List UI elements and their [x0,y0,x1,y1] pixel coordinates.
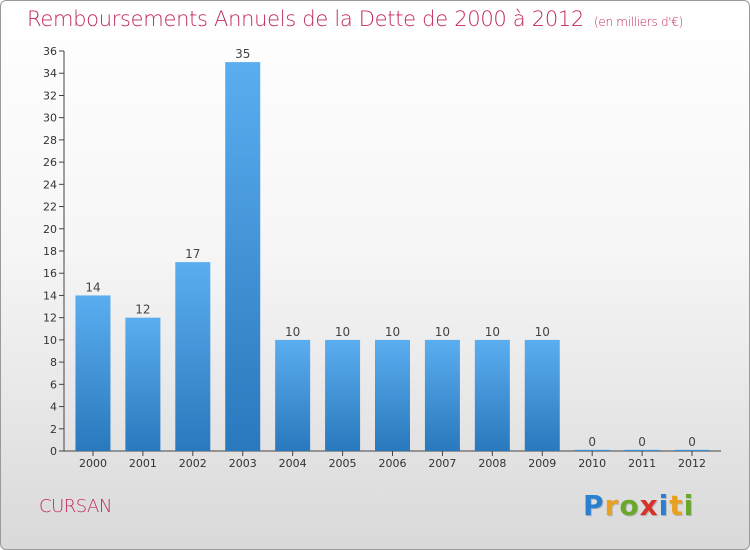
data-label: 0 [688,435,696,449]
data-label: 14 [85,280,100,294]
bar [125,317,161,451]
y-tick-label: 20 [43,223,57,236]
x-tick-label: 2000 [79,457,107,470]
x-tick-label: 2009 [528,457,556,470]
bar [225,62,261,451]
bars: 14 12 17 35 10 10 10 10 10 10 0 0 0 [75,47,710,451]
y-tick-label: 26 [43,156,57,169]
x-tick-label: 2008 [478,457,506,470]
bar [375,339,410,451]
y-tick-label: 4 [50,401,57,414]
logo-letter: o [619,489,640,522]
y-tick-label: 12 [43,312,57,325]
bar [325,339,361,451]
x-tick-label: 2006 [379,457,407,470]
data-label: 10 [435,325,450,339]
y-tick-label: 22 [43,201,57,214]
y-tick-label: 32 [43,89,57,102]
logo-letter: x [639,489,659,522]
x-tick-label: 2003 [229,457,257,470]
x-tick-label: 2005 [329,457,357,470]
data-label: 17 [185,247,200,261]
x-tick-label: 2012 [678,457,706,470]
y-tick-label: 14 [43,289,57,302]
y-tick-label: 10 [43,334,57,347]
data-label: 10 [285,325,300,339]
logo-letter: i [658,489,670,522]
proxiti-logo[interactable]: Proxiti [583,489,694,522]
chart-title: Remboursements Annuels de la Dette de 20… [27,7,683,31]
x-tick-label: 2010 [578,457,606,470]
logo-letter: P [583,489,605,522]
x-tick-label: 2007 [428,457,456,470]
data-label: 35 [235,47,250,61]
bar [624,449,660,451]
bar [175,262,211,451]
data-label: 10 [385,325,400,339]
y-tick-label: 8 [50,356,57,369]
y-tick-label: 24 [43,178,57,191]
y-tick-label: 30 [43,112,57,125]
logo-letter: i [683,489,695,522]
y-tick-label: 34 [43,67,57,80]
y-tick-label: 16 [43,267,57,280]
data-label: 10 [535,325,550,339]
bar [574,449,610,451]
logo-letter: r [604,489,620,522]
y-tick-label: 6 [50,378,57,391]
y-tick-label: 18 [43,245,57,258]
bar [275,339,311,451]
logo-letter: t [669,489,684,522]
bar [424,339,460,451]
x-tick-label: 2001 [129,457,157,470]
data-label: 12 [135,303,150,317]
x-tick-label: 2002 [179,457,207,470]
chart-subtitle: (en milliers d'€) [594,15,684,29]
y-tick-label: 0 [50,445,57,458]
data-label: 0 [638,435,646,449]
bar [474,339,510,451]
x-tick-label: 2004 [279,457,307,470]
data-label: 0 [588,435,596,449]
x-tick-label: 2011 [628,457,656,470]
y-tick-label: 28 [43,134,57,147]
y-tick-label: 2 [50,423,57,436]
chart-title-text: Remboursements Annuels de la Dette de 20… [27,7,584,31]
data-label: 10 [485,325,500,339]
commune-name: CURSAN [39,496,112,517]
bar [75,295,111,451]
bar [524,339,560,451]
data-label: 10 [335,325,350,339]
bar [674,449,710,451]
y-tick-label: 36 [43,45,57,58]
